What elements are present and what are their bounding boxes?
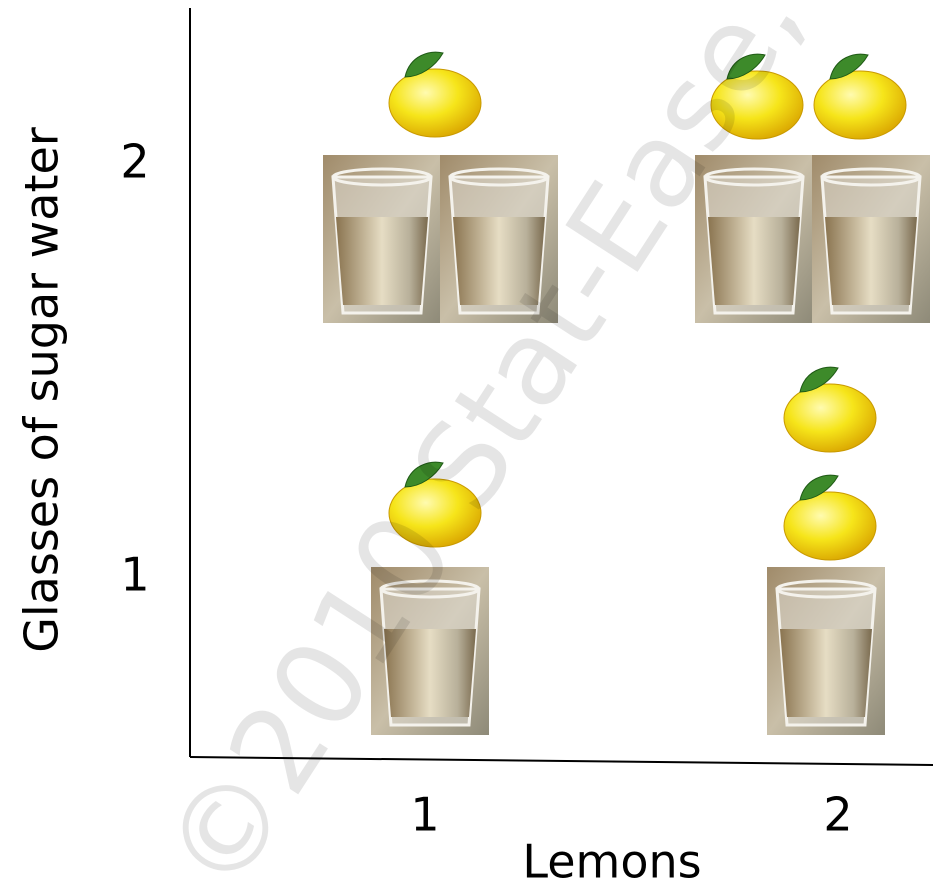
- glass-icon: [767, 567, 885, 735]
- glass-icon: [371, 567, 489, 735]
- lemon-fruit: [783, 491, 877, 561]
- glass-icon: [440, 155, 558, 323]
- y-axis-label: Glasses of sugar water: [15, 127, 69, 653]
- y-tick-label: 2: [120, 135, 149, 189]
- glass-rim: [820, 167, 922, 187]
- lemon-icon: [783, 474, 877, 561]
- glass-rim: [331, 167, 433, 187]
- glass-icon: [323, 155, 441, 323]
- glass-rim: [703, 167, 805, 187]
- x-axis-line: [189, 756, 933, 766]
- glass-icon: [695, 155, 813, 323]
- lemon-leaf: [404, 461, 444, 488]
- lemon-leaf: [799, 474, 839, 501]
- x-tick-label: 1: [410, 788, 439, 842]
- lemon-icon: [710, 53, 804, 140]
- glass-water: [708, 217, 800, 305]
- lemon-leaf: [726, 53, 766, 80]
- x-axis-label: Lemons: [522, 835, 701, 889]
- lemon-icon: [813, 53, 907, 140]
- lemon-fruit: [813, 70, 907, 140]
- lemon-icon: [388, 51, 482, 138]
- watermark: ©2010 Stat-Ease,: [137, 0, 828, 890]
- x-tick-label: 2: [823, 788, 852, 842]
- glass-water: [453, 217, 545, 305]
- lemon-fruit: [388, 68, 482, 138]
- y-tick-label: 1: [120, 548, 149, 602]
- lemon-icon: [783, 366, 877, 453]
- glass-rim: [775, 579, 877, 599]
- glass-water: [825, 217, 917, 305]
- glass-water: [780, 629, 872, 717]
- glass-water: [384, 629, 476, 717]
- glass-icon: [812, 155, 930, 323]
- lemon-leaf: [829, 53, 869, 80]
- glass-rim: [379, 579, 481, 599]
- glass-water: [336, 217, 428, 305]
- lemon-fruit: [710, 70, 804, 140]
- lemon-leaf: [404, 51, 444, 78]
- lemon-icon: [388, 461, 482, 548]
- lemon-leaf: [799, 366, 839, 393]
- glass-rim: [448, 167, 550, 187]
- lemon-fruit: [783, 383, 877, 453]
- lemon-fruit: [388, 478, 482, 548]
